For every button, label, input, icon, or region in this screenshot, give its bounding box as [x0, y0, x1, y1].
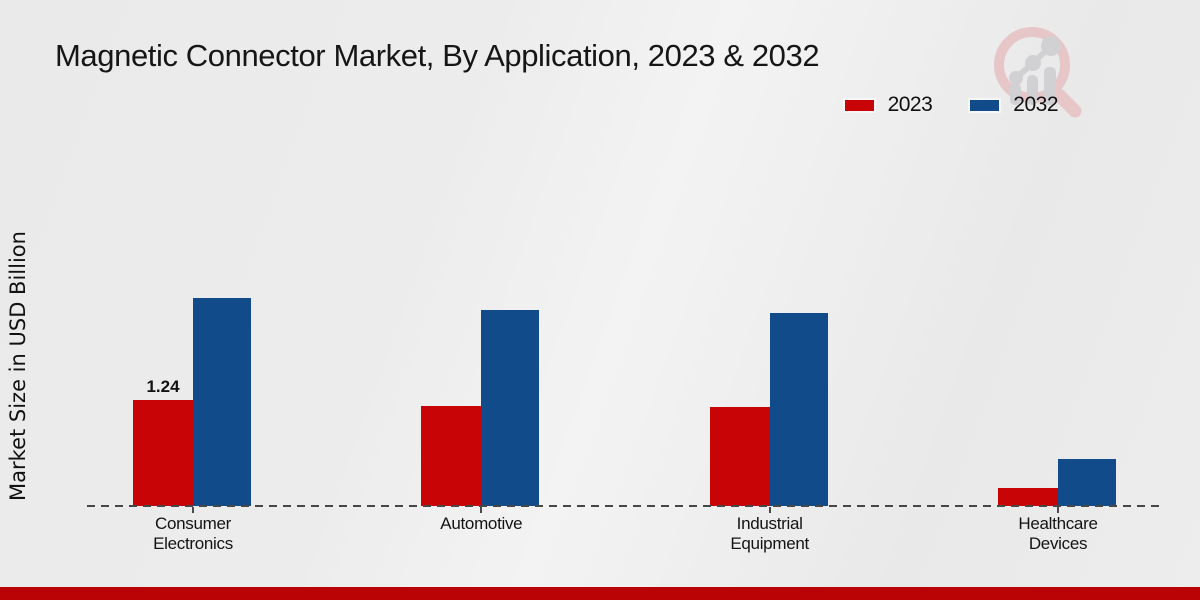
legend-item-2032: 2032	[968, 93, 1058, 117]
category-label: Healthcare Devices	[1018, 514, 1098, 553]
category-label: Automotive	[440, 514, 523, 533]
bar-2032-industrial-equipment	[769, 312, 828, 506]
legend-label: 2032	[1013, 93, 1058, 116]
bar-2023-industrial-equipment	[709, 406, 770, 506]
bar-2032-healthcare-devices	[1058, 458, 1116, 506]
bar-2023-automotive	[421, 405, 482, 506]
logo-dot-2	[1025, 55, 1041, 71]
logo-dot-3	[1041, 36, 1061, 56]
legend-label: 2023	[887, 93, 933, 116]
logo-bar-3	[1044, 67, 1056, 105]
x-axis-tick	[480, 507, 483, 513]
x-axis-tick	[192, 507, 194, 513]
magnifier-handle	[1049, 85, 1082, 118]
x-axis-tick	[1057, 507, 1059, 513]
category-label: Industrial Equipment	[730, 514, 809, 553]
bar-2032-automotive	[481, 310, 540, 506]
category-label: Consumer Electronics	[153, 514, 233, 553]
bar-2032-consumer-electronics	[193, 298, 251, 506]
logo-bar-1	[1010, 83, 1021, 105]
x-axis-baseline	[87, 505, 1163, 507]
legend-swatch-icon	[968, 97, 1002, 113]
logo-bar-2	[1027, 75, 1038, 105]
bar-2023-consumer-electronics	[133, 399, 193, 506]
legend-swatch-icon	[842, 97, 876, 113]
footer-accent-bar	[0, 587, 1200, 600]
legend-item-2023: 2023	[842, 93, 933, 117]
x-axis-tick	[768, 507, 771, 513]
bar-value-label: 1.24	[146, 376, 180, 396]
brand-logo-watermark-icon	[994, 27, 1082, 118]
y-axis-label: Market Size in USD Billion	[6, 231, 30, 501]
legend: 2023 2032	[842, 93, 1058, 117]
logo-dot-1	[1009, 71, 1023, 85]
chart-title: Magnetic Connector Market, By Applicatio…	[55, 38, 820, 73]
bar-2023-healthcare-devices	[998, 488, 1058, 506]
